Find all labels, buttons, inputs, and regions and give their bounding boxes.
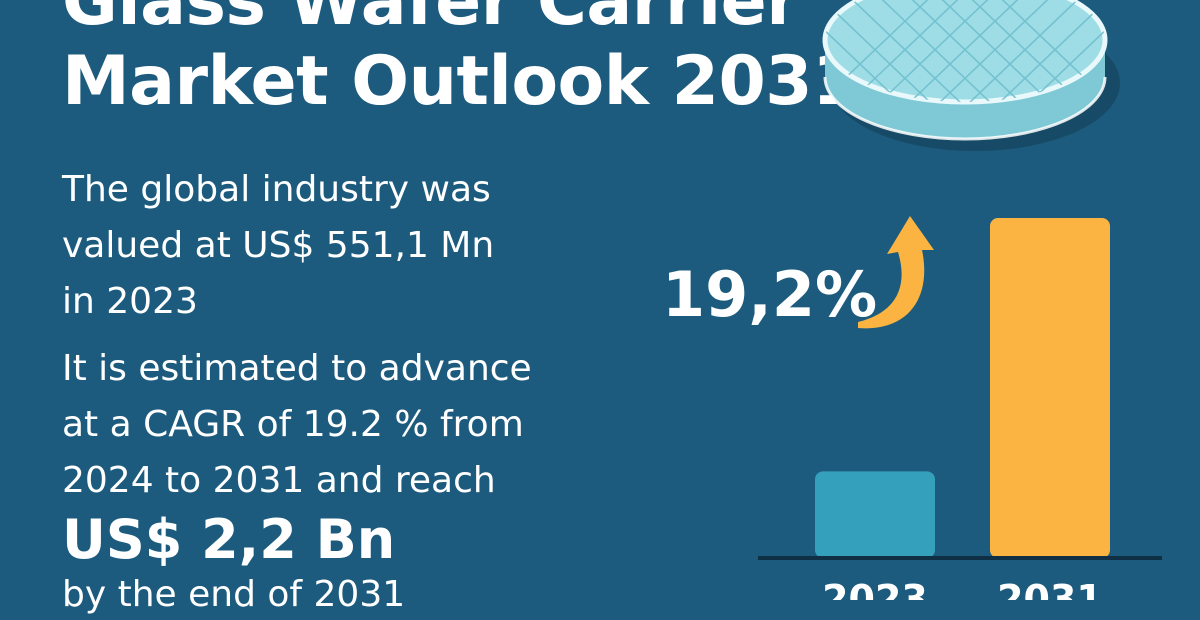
forecast-line-1: It is estimated to advance bbox=[62, 348, 532, 389]
bar-2031 bbox=[990, 218, 1110, 558]
intro-line-1: The global industry was bbox=[62, 169, 491, 210]
cagr-label: 19,2% bbox=[662, 258, 877, 331]
growth-arrow-icon bbox=[858, 216, 934, 329]
bar-2023 bbox=[815, 471, 935, 558]
forecast-text: It is estimated to advance at a CAGR of … bbox=[62, 341, 532, 509]
forecast-line-3: 2024 to 2031 and reach bbox=[62, 460, 496, 501]
title-line-2: Market Outlook 2031 bbox=[62, 42, 859, 121]
x-tick-label-2031: 2031 bbox=[997, 577, 1103, 600]
intro-line-2: valued at US$ 551,1 Mn bbox=[62, 225, 495, 266]
intro-text: The global industry was valued at US$ 55… bbox=[62, 162, 494, 330]
forecast-end-text: by the end of 2031 bbox=[62, 574, 406, 615]
x-tick-label-2023: 2023 bbox=[822, 577, 928, 600]
future-market-value: US$ 2,2 Bn bbox=[62, 508, 396, 571]
intro-line-3: in 2023 bbox=[62, 281, 198, 322]
page-title: Glass Wafer Carrier Market Outlook 2031 bbox=[62, 0, 859, 122]
glass-wafer-icon bbox=[822, 0, 1120, 151]
forecast-line-2: at a CAGR of 19.2 % from bbox=[62, 404, 524, 445]
title-line-1: Glass Wafer Carrier bbox=[62, 0, 800, 41]
market-growth-chart: 2023 2031 19,2% bbox=[662, 216, 1162, 600]
